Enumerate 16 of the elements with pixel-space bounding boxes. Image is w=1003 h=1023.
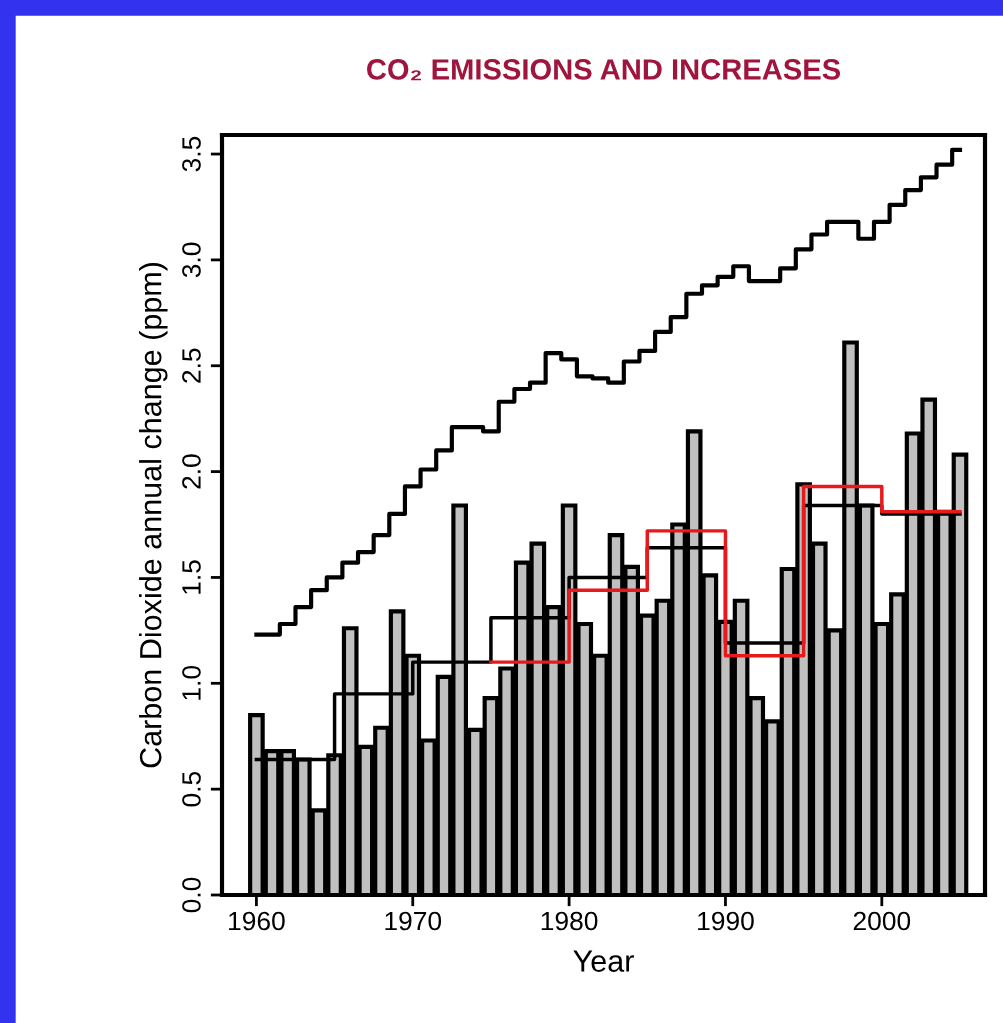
y-tick-label: 3.0 [182,242,201,278]
y-tick-label: 1.0 [182,665,201,700]
y-tick-label: 2.5 [182,348,201,383]
x-tick-label: 1980 [541,911,598,931]
y-tick-label: 0.5 [182,771,201,807]
y-tick-label: 1.5 [182,560,201,594]
x-tick-label: 1970 [385,911,442,931]
y-tick-label: 0.0 [182,877,201,913]
y-tick-label: 2.0 [182,454,201,489]
chart-title: CO₂ EMISSIONS AND INCREASES [367,59,841,81]
x-axis-title: Year [573,950,634,972]
x-tick-label: 1990 [698,911,754,931]
y-axis-title: Carbon Dioxide annual change (ppm) [139,262,168,768]
x-tick-label: 2000 [853,911,911,931]
x-tick-label: 1960 [229,911,285,931]
y-tick-label: 3.5 [182,136,201,172]
